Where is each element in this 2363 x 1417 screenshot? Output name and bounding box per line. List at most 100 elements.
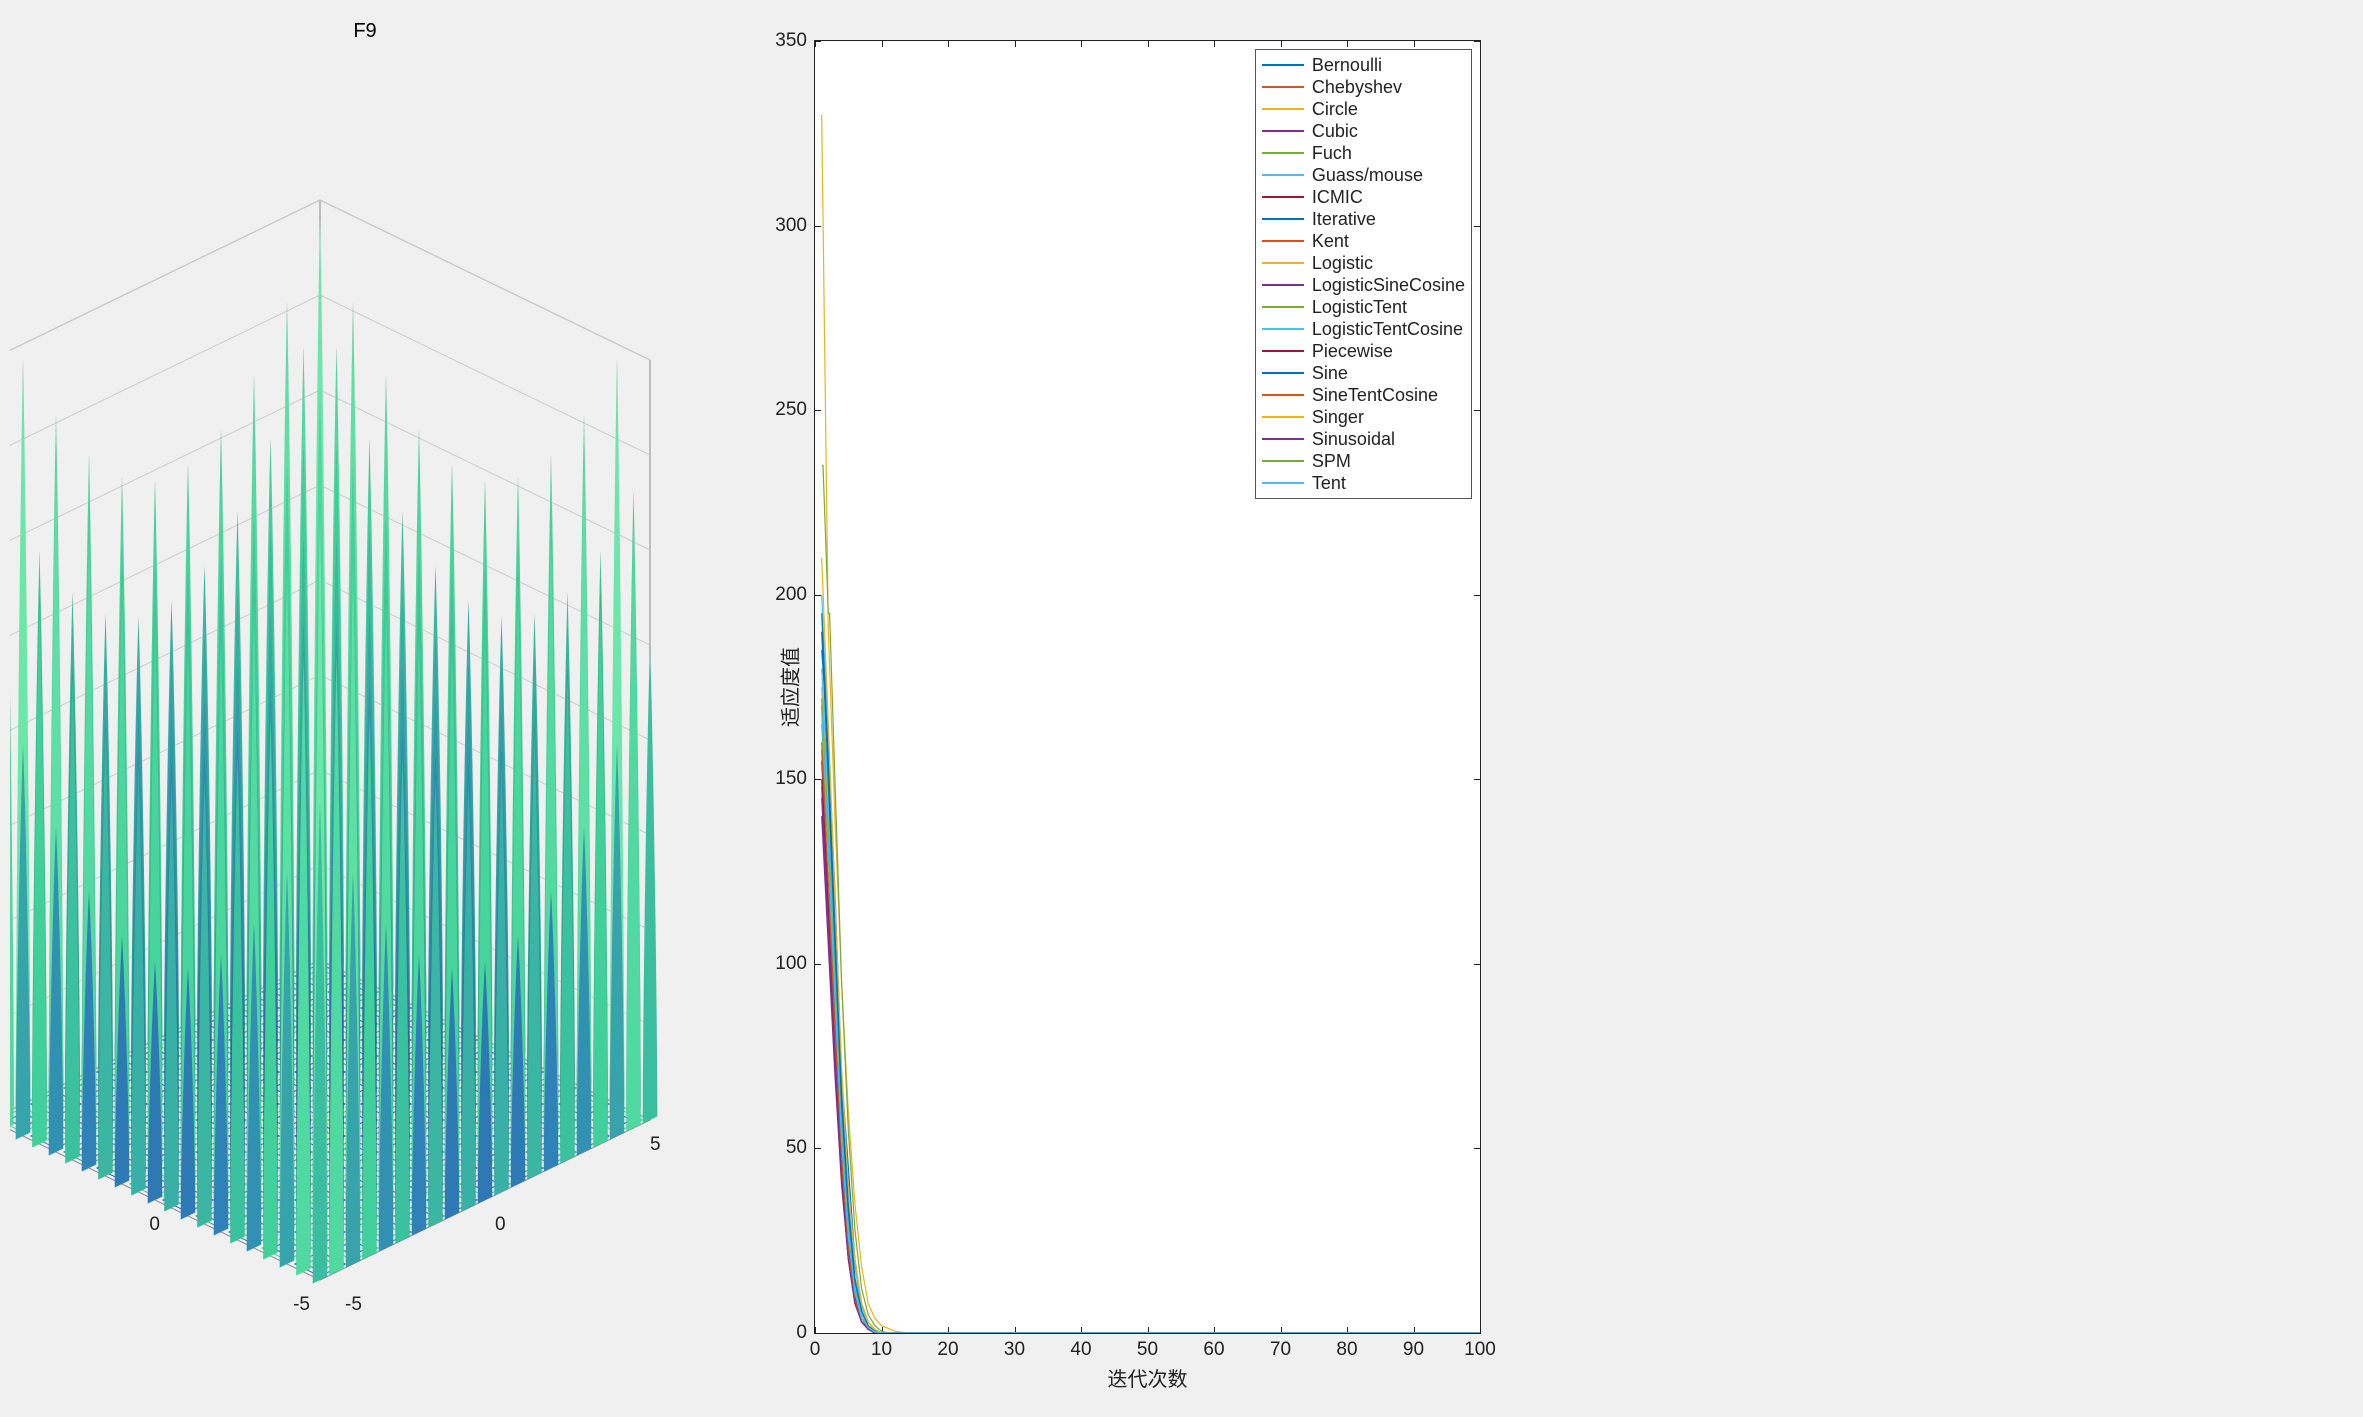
legend-label: LogisticTent (1312, 297, 1407, 318)
ytick-label: 300 (775, 215, 815, 237)
legend-swatch (1262, 438, 1304, 440)
legend-swatch (1262, 108, 1304, 110)
xtick-label: 70 (1270, 1333, 1291, 1361)
ytick-label: 150 (775, 768, 815, 790)
right-convergence-axes: 050100150200250300350 010203040506070809… (814, 40, 1481, 1334)
series-line (822, 595, 1480, 1333)
series-line (822, 750, 1480, 1333)
legend-swatch (1262, 416, 1304, 418)
ytick-label: 250 (775, 399, 815, 421)
right-ylabel: 适应度值 (775, 647, 804, 727)
series-line (822, 761, 1480, 1333)
legend-label: SineTentCosine (1312, 385, 1438, 406)
legend-swatch (1262, 152, 1304, 154)
legend-label: Cubic (1312, 121, 1358, 142)
legend-label: Sine (1312, 363, 1348, 384)
ytick-label: 350 (775, 30, 815, 52)
legend-item: LogisticSineCosine (1262, 274, 1465, 296)
legend-swatch (1262, 460, 1304, 462)
legend-swatch (1262, 86, 1304, 88)
legend-item: Chebyshev (1262, 76, 1465, 98)
legend-swatch (1262, 394, 1304, 396)
series-line (822, 558, 1480, 1333)
legend-item: Guass/mouse (1262, 164, 1465, 186)
legend-item: Kent (1262, 230, 1465, 252)
xtick-label: 0 (810, 1333, 821, 1361)
series-line (822, 466, 1480, 1334)
legend-swatch (1262, 240, 1304, 242)
series-line (822, 669, 1480, 1334)
legend-swatch (1262, 328, 1304, 330)
legend-label: Piecewise (1312, 341, 1393, 362)
series-line (822, 779, 1480, 1333)
legend-label: Circle (1312, 99, 1358, 120)
xtick-label: 50 (1137, 1333, 1158, 1361)
legend-label: Sinusoidal (1312, 429, 1395, 450)
legend: BernoulliChebyshevCircleCubicFuchGuass/m… (1255, 49, 1472, 499)
figure: F9 (0, 0, 2363, 1417)
left-title: F9 (10, 20, 720, 43)
series-line (822, 698, 1480, 1333)
legend-label: Fuch (1312, 143, 1352, 164)
legend-label: Chebyshev (1312, 77, 1402, 98)
legend-label: Kent (1312, 231, 1349, 252)
svg-text:-5: -5 (345, 1294, 362, 1315)
svg-text:5: 5 (650, 1134, 661, 1155)
legend-item: Iterative (1262, 208, 1465, 230)
legend-item: Fuch (1262, 142, 1465, 164)
legend-item: Circle (1262, 98, 1465, 120)
legend-label: Singer (1312, 407, 1364, 428)
legend-swatch (1262, 130, 1304, 132)
legend-label: Guass/mouse (1312, 165, 1423, 186)
xtick-label: 10 (871, 1333, 892, 1361)
legend-item: Sinusoidal (1262, 428, 1465, 450)
legend-swatch (1262, 482, 1304, 484)
series-line (822, 798, 1480, 1333)
legend-label: Logistic (1312, 253, 1373, 274)
svg-text:0: 0 (149, 1214, 160, 1235)
ytick-label: 100 (775, 953, 815, 975)
series-line (822, 706, 1480, 1334)
surface3d-svg: 0 10 20 30 40 50 60 70 80 5 0 -5 -5 0 5 (10, 20, 720, 1380)
series-line (822, 787, 1480, 1333)
legend-label: LogisticSineCosine (1312, 275, 1465, 296)
svg-text:0: 0 (495, 1214, 506, 1235)
series-line (822, 613, 1480, 1333)
legend-swatch (1262, 262, 1304, 264)
legend-item: SPM (1262, 450, 1465, 472)
legend-item: LogisticTentCosine (1262, 318, 1465, 340)
legend-swatch (1262, 306, 1304, 308)
xtick-label: 90 (1403, 1333, 1424, 1361)
legend-swatch (1262, 196, 1304, 198)
series-line (822, 632, 1480, 1333)
series-line (822, 742, 1480, 1333)
legend-item: Logistic (1262, 252, 1465, 274)
xtick-label: 60 (1203, 1333, 1224, 1361)
legend-item: Tent (1262, 472, 1465, 494)
series-line (822, 816, 1480, 1333)
series-line (822, 650, 1480, 1333)
legend-item: Singer (1262, 406, 1465, 428)
ytick-label: 50 (786, 1137, 815, 1159)
legend-swatch (1262, 284, 1304, 286)
series-line (822, 687, 1480, 1333)
legend-label: Tent (1312, 473, 1346, 494)
legend-item: ICMIC (1262, 186, 1465, 208)
series-line (822, 713, 1480, 1333)
left-3d-surface-panel: F9 (10, 20, 720, 1380)
legend-label: ICMIC (1312, 187, 1363, 208)
legend-swatch (1262, 64, 1304, 66)
ytick-label: 200 (775, 584, 815, 606)
legend-swatch (1262, 218, 1304, 220)
legend-item: Cubic (1262, 120, 1465, 142)
xtick-label: 40 (1070, 1333, 1091, 1361)
legend-label: Bernoulli (1312, 55, 1382, 76)
xtick-label: 30 (1004, 1333, 1025, 1361)
legend-label: SPM (1312, 451, 1351, 472)
legend-swatch (1262, 372, 1304, 374)
xtick-label: 100 (1464, 1333, 1496, 1361)
legend-swatch (1262, 174, 1304, 176)
legend-item: Piecewise (1262, 340, 1465, 362)
legend-item: Sine (1262, 362, 1465, 384)
xtick-label: 20 (937, 1333, 958, 1361)
